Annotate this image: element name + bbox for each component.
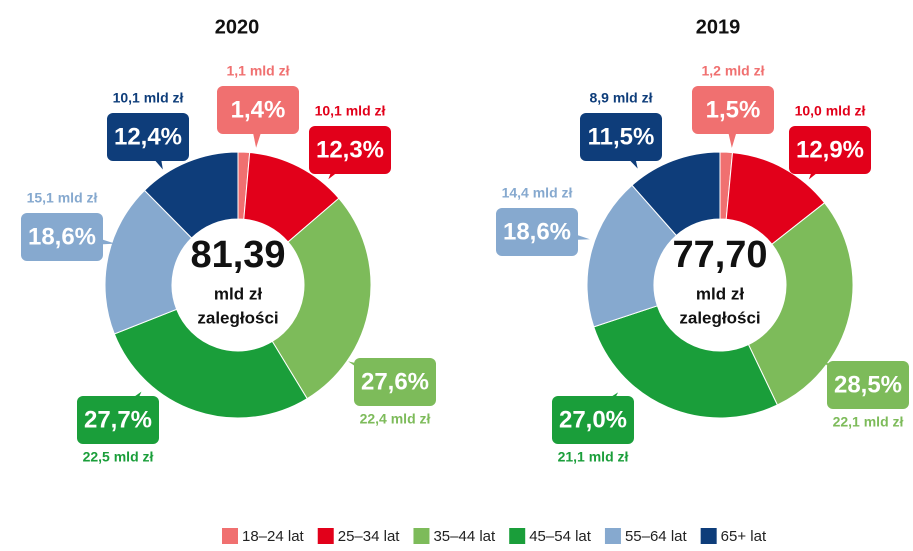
percent-label: 27,7%: [84, 406, 152, 433]
legend-label: 35–44 lat: [433, 528, 496, 545]
percent-label: 12,4%: [114, 123, 182, 150]
bubble: [496, 208, 578, 256]
bubble: [827, 361, 909, 409]
bubble: [580, 113, 662, 161]
amount-label: 21,1 mld zł: [558, 449, 629, 465]
amount-label: 10,1 mld zł: [315, 103, 386, 119]
amount-label: 22,5 mld zł: [83, 449, 154, 465]
percent-label: 1,4%: [231, 96, 286, 123]
legend-swatch: [317, 528, 334, 544]
slice: [631, 151, 721, 237]
amount-label: 1,2 mld zł: [701, 63, 764, 79]
legend-label: 45–54 lat: [529, 528, 592, 545]
chart-title: 2019: [696, 16, 741, 38]
percent-label: 18,6%: [503, 218, 571, 245]
amount-label: 8,9 mld zł: [589, 90, 652, 106]
percent-label: 12,9%: [796, 136, 864, 163]
bubble: [21, 213, 103, 261]
bubble: [77, 396, 159, 444]
legend-swatch: [604, 528, 621, 544]
bubble: [692, 86, 774, 134]
legend-swatch: [413, 528, 430, 544]
total: 77,70: [672, 234, 767, 276]
legend-swatch: [700, 528, 717, 544]
center-hole: [654, 219, 786, 351]
bubble: [107, 113, 189, 161]
center-text: mld zł: [214, 284, 262, 303]
legend-swatch: [222, 528, 238, 544]
center-hole: [172, 219, 304, 351]
legend-label: 18–24 lat: [242, 528, 305, 545]
amount-label: 22,4 mld zł: [360, 411, 431, 427]
bubble: [217, 86, 299, 134]
percent-label: 18,6%: [28, 223, 96, 250]
center-text: zaległości: [679, 308, 760, 327]
total: 81,39: [190, 234, 285, 276]
amount-label: 22,1 mld zł: [833, 414, 904, 430]
percent-label: 1,5%: [706, 96, 761, 123]
amount-label: 10,0 mld zł: [795, 103, 866, 119]
percent-label: 27,6%: [361, 368, 429, 395]
bubble: [552, 396, 634, 444]
amount-label: 15,1 mld zł: [27, 190, 98, 206]
legend-label: 65+ lat: [721, 528, 767, 545]
chart-title: 2020: [215, 16, 260, 38]
percent-label: 12,3%: [316, 136, 384, 163]
bubble: [309, 126, 391, 174]
center-text: mld zł: [696, 284, 744, 303]
percent-label: 28,5%: [834, 371, 902, 398]
percent-label: 11,5%: [588, 123, 655, 150]
legend-label: 55–64 lat: [625, 528, 688, 545]
amount-label: 14,4 mld zł: [502, 185, 573, 201]
legend-swatch: [509, 528, 526, 544]
bubble: [789, 126, 871, 174]
percent-label: 27,0%: [559, 406, 627, 433]
center-text: zaległości: [197, 308, 278, 327]
legend-label: 25–34 lat: [338, 528, 401, 545]
bubble: [354, 358, 436, 406]
amount-label: 1,1 mld zł: [226, 63, 289, 79]
amount-label: 10,1 mld zł: [113, 90, 184, 106]
